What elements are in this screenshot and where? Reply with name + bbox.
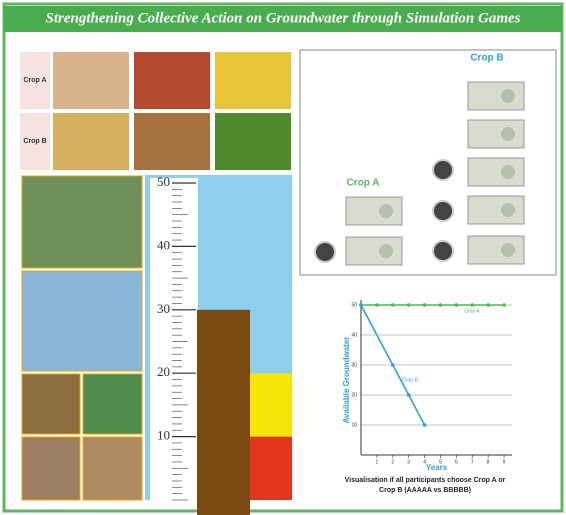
note-seal <box>501 165 515 179</box>
series-point <box>375 303 379 307</box>
series-point <box>406 393 411 397</box>
note-seal <box>501 89 515 103</box>
scene-crop-b: Crop B <box>470 53 503 64</box>
y-tick-label: 20 <box>351 392 357 398</box>
ruler-label: 40 <box>157 237 170 252</box>
banknote <box>467 195 525 225</box>
y-tick-label: 50 <box>351 302 357 308</box>
crop-label-box <box>20 113 50 170</box>
x-axis-label: Years <box>426 463 448 472</box>
x-tick-label: 7 <box>471 459 474 465</box>
ruler-label: 10 <box>157 428 170 443</box>
ruler-label: 30 <box>157 301 170 316</box>
photo <box>82 436 143 501</box>
series-point <box>390 363 395 367</box>
crop-label-box <box>20 52 50 109</box>
ruler <box>150 178 198 500</box>
x-tick-label: 8 <box>487 459 490 465</box>
note-seal <box>379 204 393 218</box>
y-tick-label: 40 <box>351 332 357 338</box>
pot <box>432 240 454 262</box>
scene-crop-a: Crop A <box>347 178 380 189</box>
y-tick-label: 10 <box>351 422 357 428</box>
x-tick-label: 9 <box>503 459 506 465</box>
crop-label: Crop A <box>23 77 46 84</box>
x-tick-label: 3 <box>407 459 410 465</box>
pot <box>432 159 454 181</box>
chart-caption: Visualisation if all participants choose… <box>344 477 506 494</box>
crop-photo <box>215 52 291 109</box>
x-tick-label: 5 <box>439 459 442 465</box>
series-point <box>502 303 506 307</box>
y-tick-label: 30 <box>351 362 357 368</box>
ruler-label: 50 <box>157 174 170 189</box>
series-line <box>360 304 426 426</box>
crop-photo <box>53 113 129 170</box>
x-tick-label: 6 <box>455 459 458 465</box>
series-label: Crop B <box>402 377 418 383</box>
x-tick-label: 2 <box>391 459 394 465</box>
water-level <box>197 309 250 515</box>
note-seal <box>501 203 515 217</box>
x-tick-label: 4 <box>423 459 426 465</box>
series-point <box>359 303 363 307</box>
series-point <box>422 423 427 427</box>
series-point <box>454 303 459 307</box>
note-seal <box>501 127 515 141</box>
banknote <box>467 119 525 149</box>
note-seal <box>379 244 393 258</box>
photo <box>21 436 81 501</box>
photo <box>82 373 143 435</box>
header-band <box>4 6 562 32</box>
crop-photo <box>134 52 210 109</box>
crop-photo <box>134 113 210 170</box>
ruler-label: 20 <box>157 364 170 379</box>
crop-photo <box>53 52 129 109</box>
title: Strengthening Collective Action on Groun… <box>46 10 521 26</box>
banknote <box>467 157 525 187</box>
photo <box>21 270 143 372</box>
caption-box: Visualisation if all participants choose… <box>344 477 506 494</box>
crop-photo <box>215 113 291 170</box>
x-tick-label: 1 <box>376 459 379 465</box>
series-point <box>486 303 490 307</box>
banknote <box>467 81 525 111</box>
pot <box>314 241 336 263</box>
series-label: Crop A <box>464 308 480 314</box>
crop-label: Crop B <box>23 138 46 145</box>
series-point <box>470 303 475 307</box>
photo <box>21 373 81 435</box>
y-axis-label: Available Groundwater <box>342 337 351 424</box>
pot <box>432 200 454 222</box>
series-point <box>390 303 395 307</box>
banknote <box>467 235 525 265</box>
note-seal <box>501 243 515 257</box>
banknote <box>345 196 403 226</box>
series-point <box>438 303 443 307</box>
series-point <box>406 303 411 307</box>
photo <box>21 175 143 269</box>
series-point <box>422 303 427 307</box>
banknote <box>345 236 403 266</box>
